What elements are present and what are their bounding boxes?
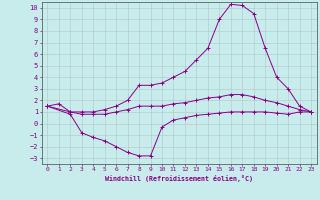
X-axis label: Windchill (Refroidissement éolien,°C): Windchill (Refroidissement éolien,°C): [105, 175, 253, 182]
